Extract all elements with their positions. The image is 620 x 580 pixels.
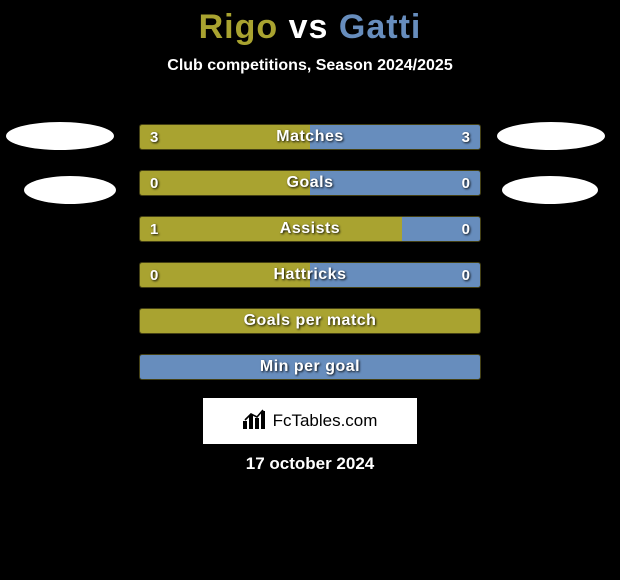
title-player2: Gatti bbox=[339, 8, 421, 46]
page-title: Rigo vs Gatti bbox=[0, 0, 620, 47]
date-text: 17 october 2024 bbox=[0, 454, 620, 474]
stat-row: 00Hattricks bbox=[139, 262, 481, 288]
stat-label: Min per goal bbox=[140, 355, 480, 379]
stat-row: 10Assists bbox=[139, 216, 481, 242]
stat-label: Hattricks bbox=[140, 263, 480, 287]
logo-placeholder bbox=[502, 176, 598, 204]
stat-row: Min per goal bbox=[139, 354, 481, 380]
bar-chart-icon bbox=[243, 409, 267, 434]
source-badge: FcTables.com bbox=[203, 398, 417, 444]
comparison-infographic: Rigo vs Gatti Club competitions, Season … bbox=[0, 0, 620, 580]
source-badge-text: FcTables.com bbox=[273, 411, 378, 431]
logo-placeholder bbox=[24, 176, 116, 204]
stat-row: 33Matches bbox=[139, 124, 481, 150]
stat-label: Matches bbox=[140, 125, 480, 149]
title-player1: Rigo bbox=[199, 8, 279, 46]
stat-label: Assists bbox=[140, 217, 480, 241]
subtitle: Club competitions, Season 2024/2025 bbox=[0, 57, 620, 75]
stats-bars: 33Matches 00Goals 10Assists 00Hattricks Goal… bbox=[139, 124, 481, 400]
logo-placeholder bbox=[6, 122, 114, 150]
stat-row: 00Goals bbox=[139, 170, 481, 196]
stat-row: Goals per match bbox=[139, 308, 481, 334]
stat-label: Goals per match bbox=[140, 309, 480, 333]
stat-label: Goals bbox=[140, 171, 480, 195]
logo-placeholder bbox=[497, 122, 605, 150]
title-vs: vs bbox=[289, 8, 329, 46]
